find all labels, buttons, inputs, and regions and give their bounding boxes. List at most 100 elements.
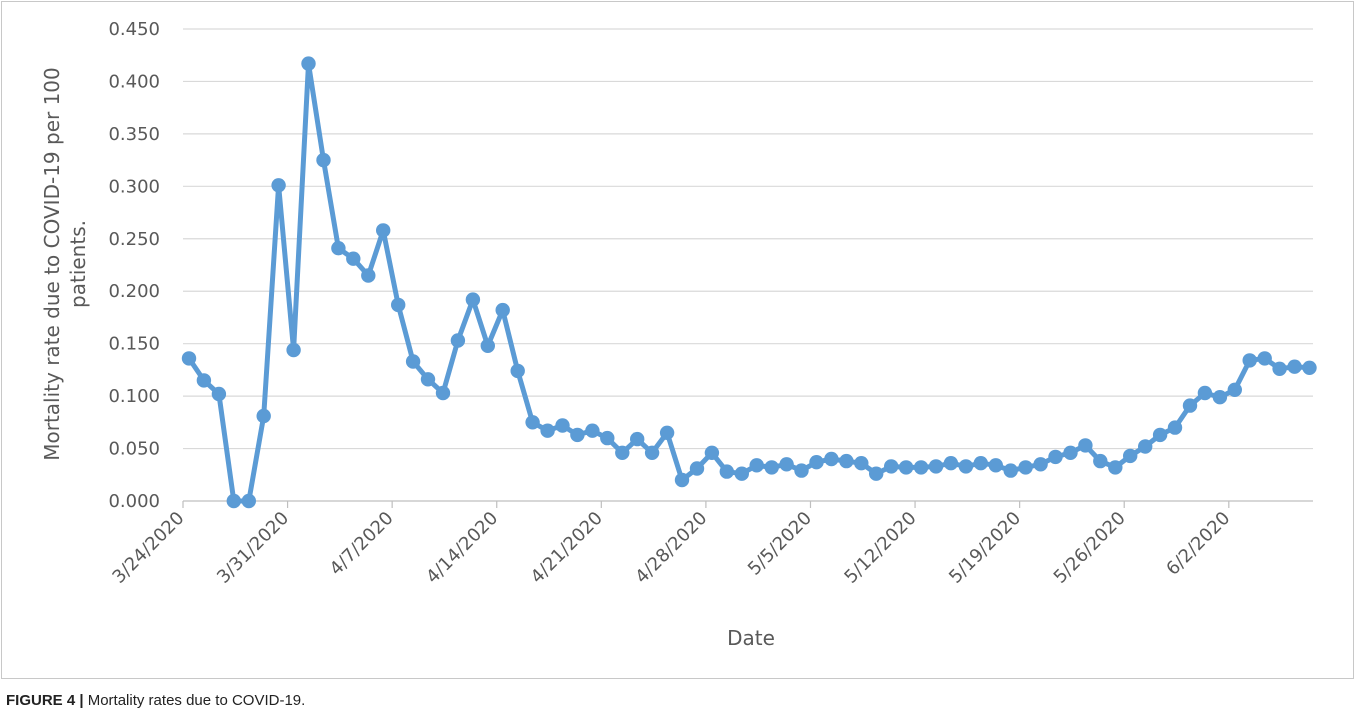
data-point <box>869 466 884 481</box>
figure-caption-label: FIGURE 4 | <box>6 692 84 709</box>
y-axis-label-line-2: patients. <box>66 220 90 308</box>
data-point <box>809 455 824 470</box>
series-line-mortality <box>181 56 1317 509</box>
data-point <box>1287 359 1302 374</box>
data-point <box>376 223 391 238</box>
x-tick-label: 4/28/2020 <box>631 508 711 588</box>
data-point <box>405 354 421 369</box>
data-point <box>958 459 974 474</box>
x-tick-label: 5/19/2020 <box>945 508 1025 588</box>
data-point <box>659 425 675 440</box>
data-point <box>346 251 361 266</box>
y-tick-label: 0.350 <box>108 124 160 145</box>
series-line <box>186 61 1312 504</box>
data-point <box>286 342 301 358</box>
data-point <box>913 460 929 475</box>
x-tick-labels: 3/24/2020 3/31/2020 4/7/2020 4/14/2020 4/21/… <box>108 508 1234 588</box>
data-point <box>1167 420 1183 435</box>
data-point <box>480 338 495 353</box>
data-point <box>1138 439 1153 454</box>
data-point <box>600 430 615 446</box>
data-point <box>794 463 809 478</box>
y-tick-label: 0.250 <box>108 229 160 250</box>
y-tick-label: 0.300 <box>108 176 160 197</box>
y-tick-labels: 0.000 0.050 0.100 0.150 0.200 0.250 0.300 0.350… <box>108 19 160 512</box>
data-point <box>898 460 914 475</box>
x-tick-label: 4/21/2020 <box>527 508 607 588</box>
y-tick-label: 0.400 <box>108 71 160 92</box>
data-point <box>1182 398 1198 413</box>
data-point <box>630 431 645 447</box>
data-point <box>779 457 794 472</box>
data-point <box>704 445 720 460</box>
x-tick-label: 4/14/2020 <box>422 508 502 588</box>
data-point <box>510 363 525 379</box>
data-point <box>674 472 690 488</box>
data-point <box>241 493 256 509</box>
data-point <box>1242 353 1257 368</box>
data-point <box>1078 438 1093 453</box>
data-point <box>1123 448 1138 464</box>
data-point <box>271 178 286 193</box>
data-point <box>316 152 331 168</box>
data-point <box>540 423 555 438</box>
data-point <box>495 302 510 318</box>
data-point <box>256 408 271 424</box>
x-tick-label: 5/26/2020 <box>1050 508 1130 588</box>
data-point <box>196 373 212 388</box>
data-point <box>1003 463 1018 478</box>
y-tick-label: 0.100 <box>108 386 160 407</box>
data-point <box>1302 360 1317 375</box>
x-tick-label: 4/7/2020 <box>326 508 398 580</box>
y-axis-label-line-1: Mortality rate due to COVID-19 per 100 <box>40 67 64 461</box>
data-point <box>555 418 570 433</box>
data-point <box>211 386 227 402</box>
gridlines <box>182 28 1313 508</box>
data-point <box>1227 382 1243 397</box>
data-point <box>719 464 734 479</box>
figure-caption: FIGURE 4 | Mortality rates due to COVID-… <box>6 689 305 713</box>
x-tick-label: 6/2/2020 <box>1162 508 1234 580</box>
data-point <box>884 459 899 474</box>
data-point <box>973 456 988 471</box>
data-point <box>585 423 600 438</box>
data-point <box>1108 460 1123 475</box>
y-tick-label: 0.200 <box>108 281 160 302</box>
y-tick-label: 0.450 <box>108 19 160 40</box>
data-point <box>1048 449 1063 465</box>
data-point <box>1093 453 1108 469</box>
x-tick-label: 5/12/2020 <box>840 508 920 588</box>
data-point <box>1063 445 1078 460</box>
data-point <box>1257 351 1272 366</box>
data-point <box>943 456 959 471</box>
data-point <box>420 372 436 387</box>
data-point <box>1152 427 1168 443</box>
x-tick-label: 3/31/2020 <box>213 508 293 588</box>
data-point <box>749 458 764 473</box>
data-point <box>226 493 241 509</box>
data-point <box>391 297 406 313</box>
data-point <box>465 292 481 307</box>
data-point <box>854 456 869 471</box>
y-tick-label: 0.000 <box>108 491 160 512</box>
x-tick-label: 3/24/2020 <box>108 508 188 588</box>
data-point <box>764 460 779 475</box>
data-point <box>301 56 316 71</box>
data-point <box>361 268 376 283</box>
y-tick-label: 0.050 <box>108 439 160 460</box>
data-point <box>839 453 854 469</box>
data-point <box>570 427 585 443</box>
line-chart: 0.000 0.050 0.100 0.150 0.200 0.250 0.300 0.350… <box>40 19 1317 650</box>
data-point <box>1033 457 1048 472</box>
data-point <box>689 461 705 476</box>
data-point <box>615 445 630 460</box>
data-point <box>450 333 466 348</box>
data-point <box>1272 361 1287 376</box>
data-point <box>734 466 749 481</box>
data-point <box>824 451 839 467</box>
data-point <box>181 351 197 366</box>
data-point <box>435 385 451 401</box>
data-point <box>331 241 346 256</box>
data-point <box>1212 390 1228 405</box>
data-point <box>1018 460 1033 475</box>
